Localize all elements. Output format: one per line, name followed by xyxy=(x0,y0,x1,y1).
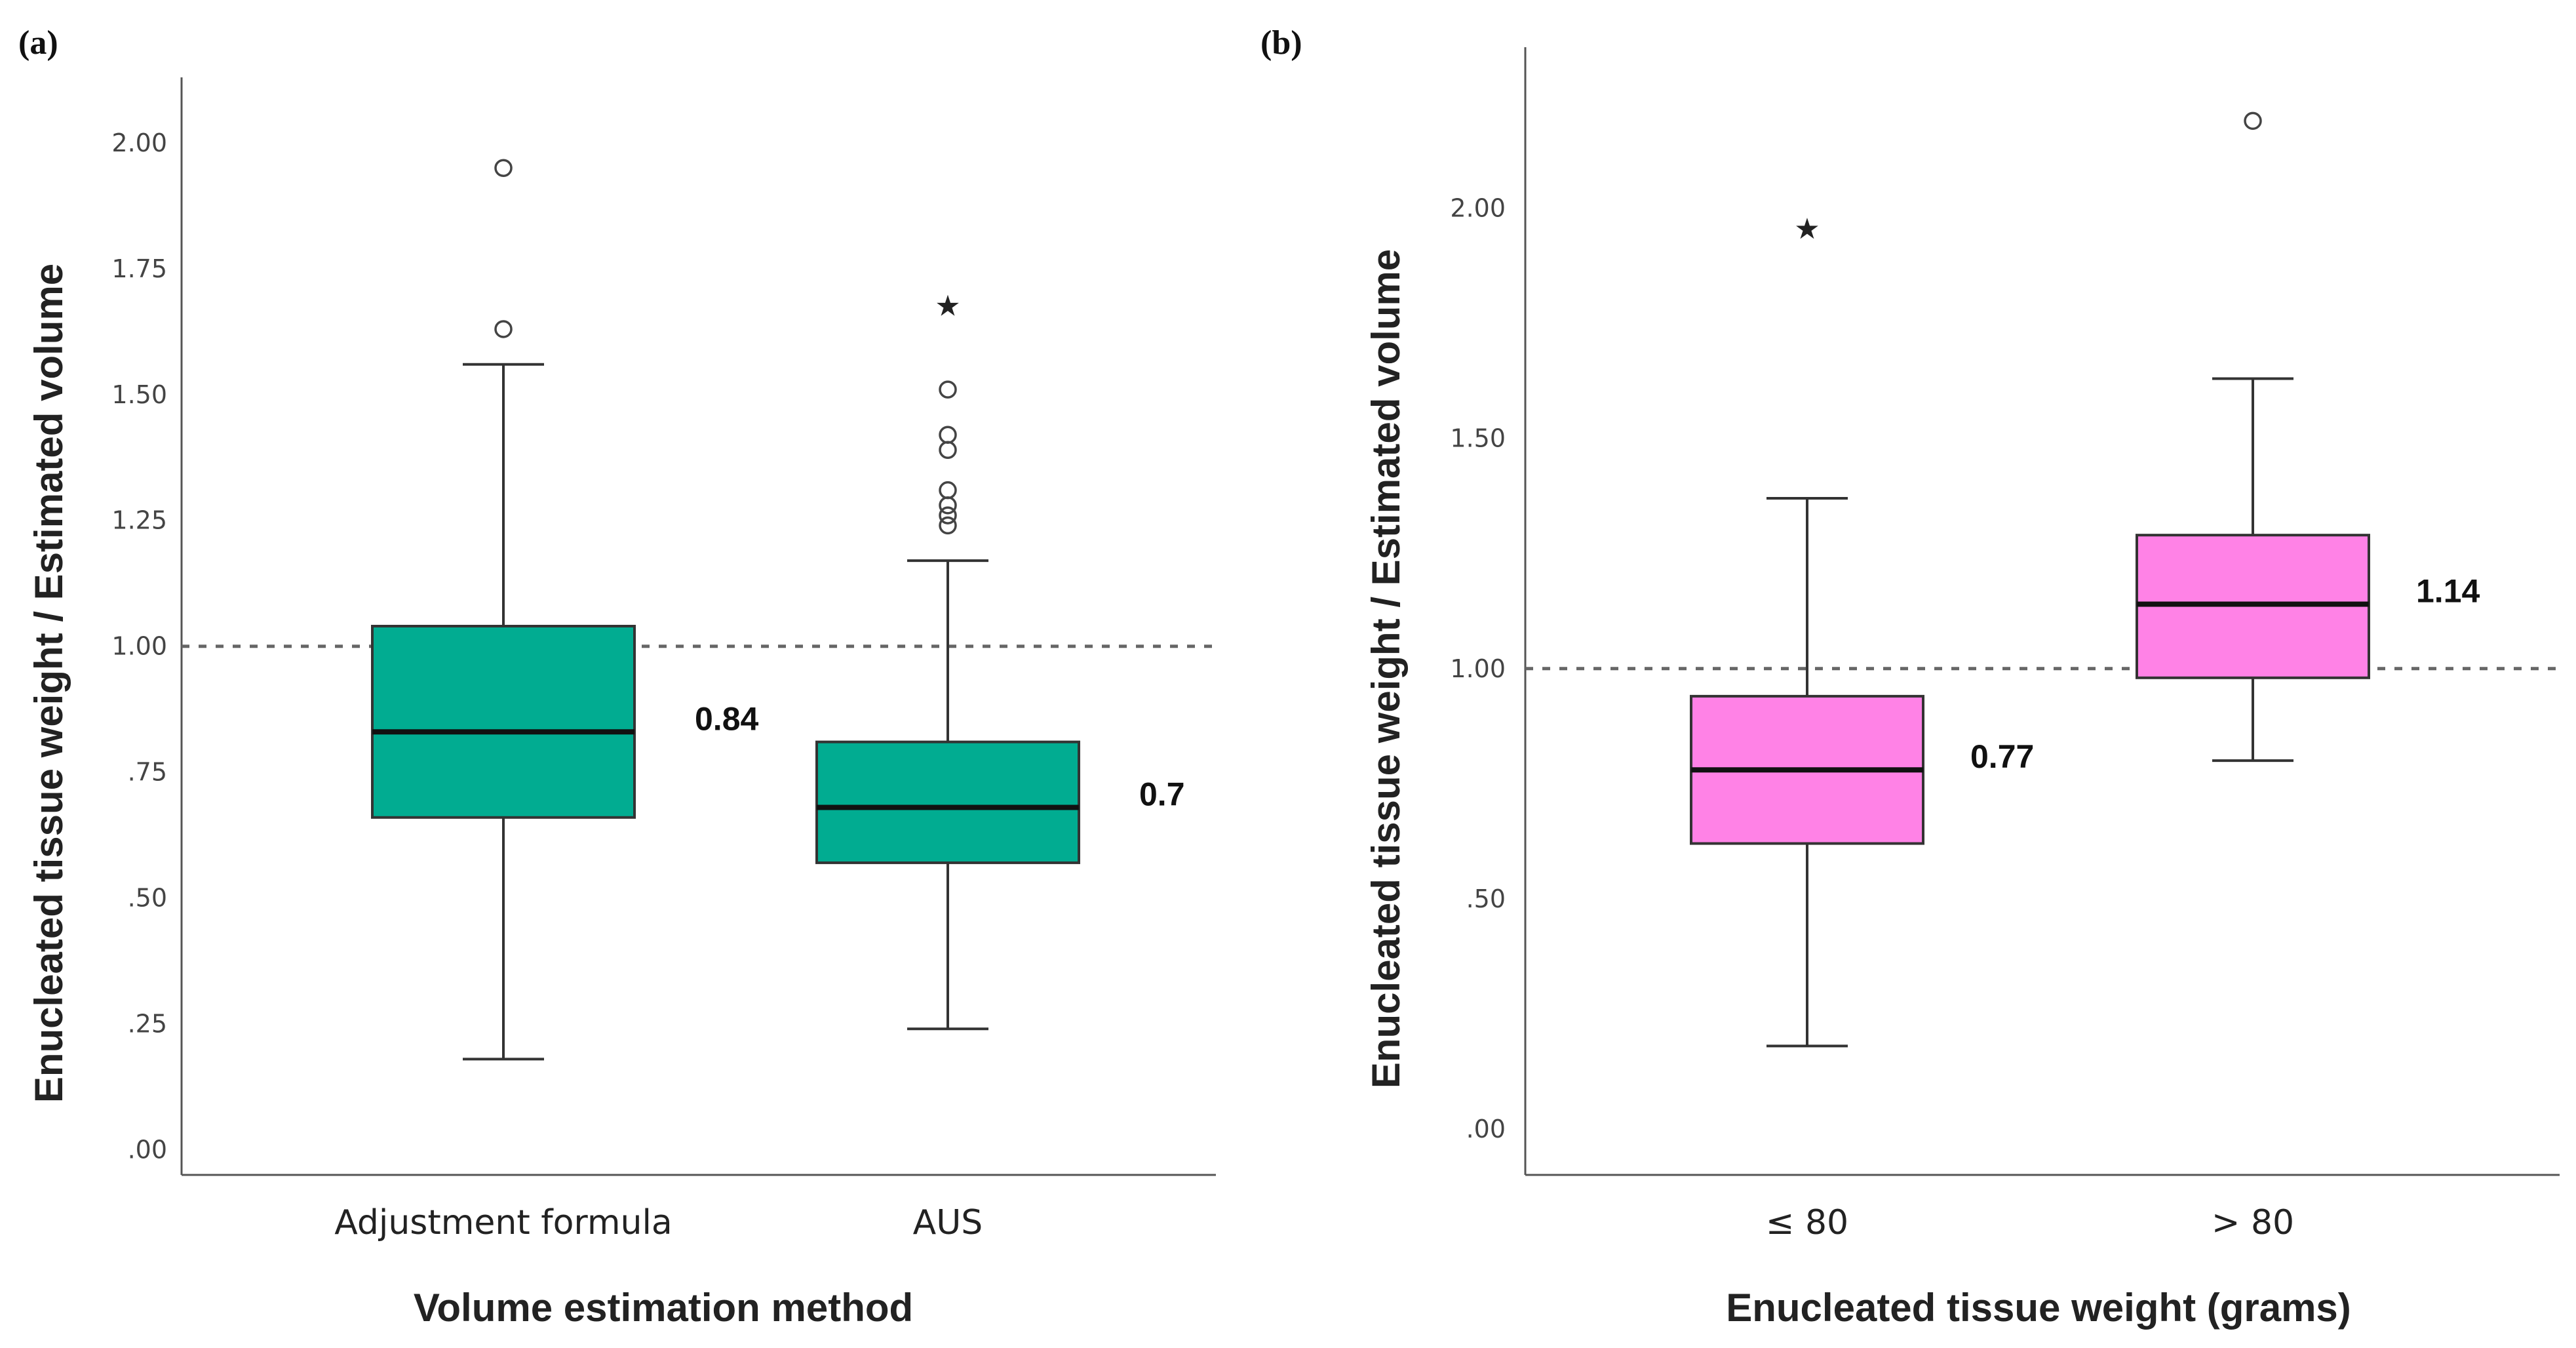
panel-a-chart: (a) .00 .25 .50 .75 1.00 1.25 1.50 1.75 2.00 0.84 A… xyxy=(18,24,1216,1330)
y-tick-label: .50 xyxy=(1466,884,1506,913)
panel-b-chart: (b) .00 .50 1.00 1.50 2.00 0.77 ★ ≤ 80 1.14 > 80 En… xyxy=(1260,24,2560,1330)
outlier-point xyxy=(939,506,957,525)
outlier-point xyxy=(939,516,957,535)
y-axis-title: Enucleated tissue weight / Estimated vol… xyxy=(27,264,71,1103)
extreme-point: ★ xyxy=(1794,212,1820,246)
outlier-point xyxy=(939,481,957,500)
box-group: 0.77 ★ xyxy=(1690,212,2034,1048)
outlier-point xyxy=(494,159,513,177)
iqr-box xyxy=(371,625,636,819)
y-tick-label: 2.00 xyxy=(1450,194,1506,223)
panel-label: (b) xyxy=(1260,24,1302,62)
outlier-point xyxy=(494,320,513,338)
x-category-label: AUS xyxy=(913,1203,983,1242)
panel-label: (a) xyxy=(18,24,58,62)
y-tick-label: .25 xyxy=(128,1010,167,1039)
extreme-point: ★ xyxy=(935,290,960,323)
median-value-label: 1.14 xyxy=(2416,572,2480,609)
outlier-point xyxy=(2244,111,2262,130)
box-group: 1.14 xyxy=(2136,111,2480,763)
y-tick-label: 1.75 xyxy=(111,254,167,283)
y-tick-label: 1.00 xyxy=(1450,654,1506,683)
median-value-label: 0.84 xyxy=(695,700,759,737)
median-value-label: 0.7 xyxy=(1139,776,1185,812)
x-axis-title: Enucleated tissue weight (grams) xyxy=(1726,1286,2351,1330)
outlier-point xyxy=(939,441,957,459)
y-tick-label: .75 xyxy=(128,758,167,787)
x-category-label: Adjustment formula xyxy=(334,1203,673,1242)
y-tick-label: 1.50 xyxy=(111,380,167,409)
iqr-box xyxy=(815,740,1080,864)
box-group: 0.84 xyxy=(371,159,759,1061)
y-tick-label: .00 xyxy=(128,1136,167,1164)
box-group: 0.7 ★ xyxy=(815,290,1185,1031)
outlier-point xyxy=(939,426,957,444)
x-category-label: ≤ 80 xyxy=(1766,1203,1848,1242)
y-tick-label: .00 xyxy=(1466,1115,1506,1143)
y-axis-title: Enucleated tissue weight / Estimated vol… xyxy=(1364,249,1408,1088)
outlier-point xyxy=(939,380,957,399)
y-tick-label: 2.00 xyxy=(111,129,167,157)
y-tick-label: .50 xyxy=(128,884,167,913)
y-tick-label: 1.25 xyxy=(111,506,167,535)
x-axis-title: Volume estimation method xyxy=(414,1286,913,1330)
y-tick-label: 1.50 xyxy=(1450,424,1506,453)
median-value-label: 0.77 xyxy=(1970,738,2034,775)
outlier-point xyxy=(939,496,957,515)
y-tick-label: 1.00 xyxy=(111,632,167,661)
x-category-label: > 80 xyxy=(2212,1203,2294,1242)
